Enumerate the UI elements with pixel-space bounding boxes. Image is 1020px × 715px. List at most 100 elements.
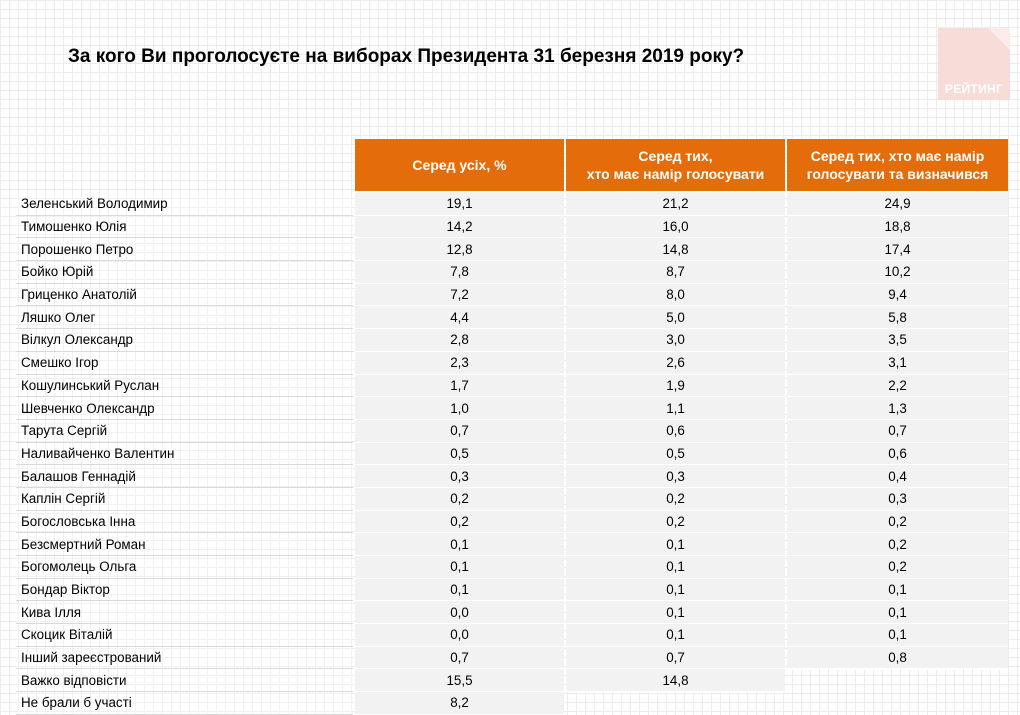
candidate-name: Скоцик Віталій bbox=[16, 624, 353, 647]
value-cell: 0,6 bbox=[566, 419, 785, 443]
value-cell: 2,3 bbox=[355, 351, 564, 375]
empty-cell bbox=[787, 692, 1008, 715]
value-cell: 0,1 bbox=[566, 533, 785, 556]
value-cell: 0,4 bbox=[787, 465, 1008, 488]
value-cell: 14,8 bbox=[566, 669, 785, 693]
candidate-name: Богомолець Ольга bbox=[16, 556, 353, 579]
header-intend-and-decided: Серед тих, хто має намір голосувати та в… bbox=[787, 139, 1008, 193]
value-cell: 2,8 bbox=[355, 329, 564, 352]
value-cell: 14,2 bbox=[355, 215, 564, 239]
value-cell: 0,7 bbox=[566, 646, 785, 670]
value-cell: 2,6 bbox=[566, 351, 785, 375]
empty-cell bbox=[566, 692, 785, 715]
value-cell: 1,9 bbox=[566, 374, 785, 398]
value-cell: 2,2 bbox=[787, 374, 1008, 398]
candidate-name: Гриценко Анатолій bbox=[16, 283, 353, 307]
table-row: Зеленський Володимир 19,1 21,2 24,9 bbox=[16, 193, 1008, 216]
value-cell: 0,7 bbox=[787, 419, 1008, 443]
value-cell: 8,7 bbox=[566, 261, 785, 284]
table-header-row: Серед усіх, % Серед тих, хто має намір г… bbox=[16, 139, 1008, 193]
logo-corner-shape bbox=[988, 28, 1010, 50]
candidate-name: Наливайченко Валентин bbox=[16, 442, 353, 466]
value-cell: 18,8 bbox=[787, 215, 1008, 239]
value-cell: 0,2 bbox=[566, 487, 785, 511]
page-title: За кого Ви проголосуєте на виборах Прези… bbox=[68, 46, 745, 67]
logo-text: РЕЙТИНГ bbox=[944, 82, 1004, 96]
value-cell: 0,0 bbox=[355, 601, 564, 625]
value-cell: 24,9 bbox=[787, 193, 1008, 216]
candidate-name: Не брали б участі bbox=[16, 692, 353, 715]
value-cell: 0,2 bbox=[787, 556, 1008, 579]
value-cell: 0,2 bbox=[787, 533, 1008, 556]
value-cell: 1,3 bbox=[787, 397, 1008, 420]
candidate-name: Ляшко Олег bbox=[16, 306, 353, 330]
header-label: Серед усіх, % bbox=[412, 157, 507, 173]
value-cell: 0,1 bbox=[566, 624, 785, 647]
table-row: Богомолець Ольга 0,1 0,1 0,2 bbox=[16, 556, 1008, 579]
value-cell: 17,4 bbox=[787, 238, 1008, 262]
value-cell: 4,4 bbox=[355, 306, 564, 330]
value-cell: 0,2 bbox=[355, 487, 564, 511]
candidate-name: Богословська Інна bbox=[16, 510, 353, 534]
value-cell: 8,2 bbox=[355, 692, 564, 715]
value-cell: 3,1 bbox=[787, 351, 1008, 375]
candidate-name: Балашов Геннадій bbox=[16, 465, 353, 488]
table-row: Каплін Сергій 0,2 0,2 0,3 bbox=[16, 487, 1008, 511]
candidate-name: Безсмертний Роман bbox=[16, 533, 353, 556]
table-row: Бондар Віктор 0,1 0,1 0,1 bbox=[16, 578, 1008, 602]
value-cell: 0,1 bbox=[566, 601, 785, 625]
value-cell: 3,0 bbox=[566, 329, 785, 352]
value-cell: 0,1 bbox=[355, 578, 564, 602]
value-cell: 19,1 bbox=[355, 193, 564, 216]
table-row: Ляшко Олег 4,4 5,0 5,8 bbox=[16, 306, 1008, 330]
value-cell: 1,7 bbox=[355, 374, 564, 398]
empty-cell bbox=[787, 669, 1008, 692]
header-intend-to-vote: Серед тих, хто має намір голосувати bbox=[566, 139, 785, 193]
candidate-name: Бойко Юрій bbox=[16, 261, 353, 284]
table-row: Важко відповісти 15,5 14,8 bbox=[16, 669, 1008, 693]
value-cell: 10,2 bbox=[787, 261, 1008, 284]
value-cell: 0,6 bbox=[787, 442, 1008, 466]
table-row: Скоцик Віталій 0,0 0,1 0,1 bbox=[16, 624, 1008, 647]
value-cell: 7,8 bbox=[355, 261, 564, 284]
value-cell: 0,1 bbox=[787, 601, 1008, 625]
table-row: Наливайченко Валентин 0,5 0,5 0,6 bbox=[16, 442, 1008, 466]
value-cell: 0,2 bbox=[787, 510, 1008, 534]
table-row: Не брали б участі 8,2 bbox=[16, 692, 1008, 715]
candidate-name: Зеленський Володимир bbox=[16, 193, 353, 216]
header-blank-cell bbox=[16, 139, 353, 193]
value-cell: 3,5 bbox=[787, 329, 1008, 352]
candidate-name: Тимошенко Юлія bbox=[16, 215, 353, 239]
value-cell: 0,5 bbox=[566, 442, 785, 466]
value-cell: 8,0 bbox=[566, 283, 785, 307]
table-row: Шевченко Олександр 1,0 1,1 1,3 bbox=[16, 397, 1008, 420]
value-cell: 0,1 bbox=[355, 533, 564, 556]
table-row: Вілкул Олександр 2,8 3,0 3,5 bbox=[16, 329, 1008, 352]
value-cell: 14,8 bbox=[566, 238, 785, 262]
value-cell: 0,2 bbox=[355, 510, 564, 534]
value-cell: 0,1 bbox=[787, 624, 1008, 647]
table-row: Гриценко Анатолій 7,2 8,0 9,4 bbox=[16, 283, 1008, 307]
value-cell: 21,2 bbox=[566, 193, 785, 216]
table-row: Бойко Юрій 7,8 8,7 10,2 bbox=[16, 261, 1008, 284]
value-cell: 1,1 bbox=[566, 397, 785, 420]
candidate-name: Важко відповісти bbox=[16, 669, 353, 693]
header-label: Серед тих, хто має намір голосувати bbox=[586, 148, 765, 182]
value-cell: 5,0 bbox=[566, 306, 785, 330]
table-row: Порошенко Петро 12,8 14,8 17,4 bbox=[16, 238, 1008, 262]
table-row: Кошулинський Руслан 1,7 1,9 2,2 bbox=[16, 374, 1008, 398]
candidate-name: Бондар Віктор bbox=[16, 578, 353, 602]
value-cell: 0,3 bbox=[566, 465, 785, 488]
value-cell: 15,5 bbox=[355, 669, 564, 693]
table-row: Тимошенко Юлія 14,2 16,0 18,8 bbox=[16, 215, 1008, 239]
value-cell: 0,5 bbox=[355, 442, 564, 466]
candidate-name: Кошулинський Руслан bbox=[16, 374, 353, 398]
table-row: Тарута Сергій 0,7 0,6 0,7 bbox=[16, 419, 1008, 443]
candidate-name: Вілкул Олександр bbox=[16, 329, 353, 352]
table-row: Балашов Геннадій 0,3 0,3 0,4 bbox=[16, 465, 1008, 488]
value-cell: 0,3 bbox=[355, 465, 564, 488]
value-cell: 16,0 bbox=[566, 215, 785, 239]
value-cell: 0,1 bbox=[566, 578, 785, 602]
value-cell: 0,1 bbox=[355, 556, 564, 579]
table-row: Кива Ілля 0,0 0,1 0,1 bbox=[16, 601, 1008, 625]
